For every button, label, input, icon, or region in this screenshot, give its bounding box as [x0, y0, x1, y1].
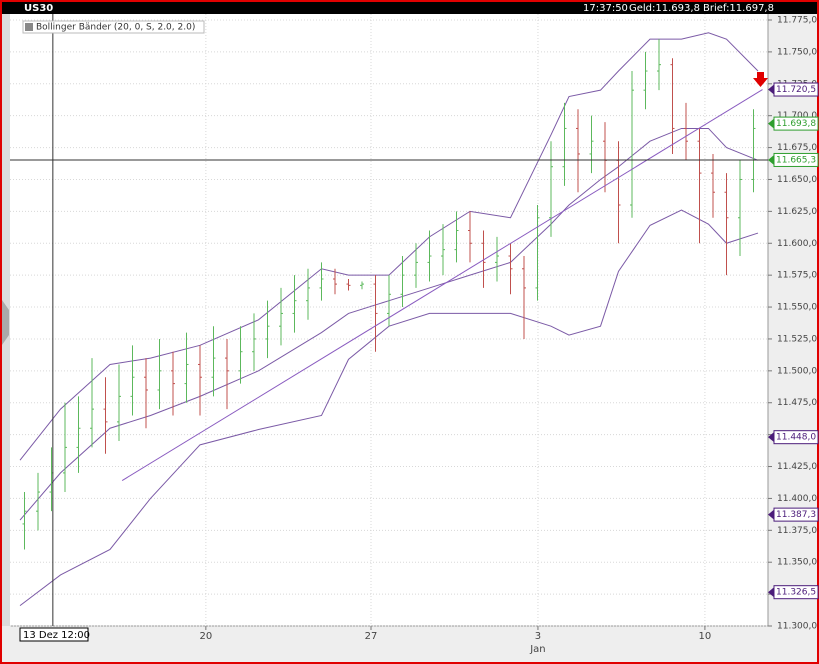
crosshair-label: 13 Dez 12:00: [23, 630, 90, 641]
price-marker-label: 11.693,8: [776, 119, 816, 129]
y-tick-label: 11.400,0: [777, 494, 817, 504]
price-marker-box: [773, 116, 819, 131]
y-tick-label: 11.425,0: [777, 462, 817, 472]
y-tick-label: 11.750,0: [777, 47, 817, 57]
side-handle[interactable]: [2, 300, 9, 345]
price-marker-arrow: [768, 84, 774, 95]
x-period-label: Jan: [529, 644, 545, 655]
bid: Geld:11.693,8: [629, 3, 700, 14]
alert-arrow[interactable]: [753, 72, 768, 87]
y-tick-label: 11.475,0: [777, 398, 817, 408]
y-tick-label: 11.775,0: [777, 16, 817, 26]
price-marker-box: [773, 152, 819, 167]
bollinger-lower: [19, 209, 759, 606]
price-marker-box: [773, 430, 819, 445]
x-tick-label: 3: [535, 631, 541, 642]
indicator-box[interactable]: [22, 20, 205, 34]
y-tick-label: 11.700,0: [777, 111, 817, 121]
price-marker-label: 11.720,5: [776, 85, 816, 95]
y-tick-label: 11.500,0: [777, 366, 817, 376]
price-marker-label: 11.387,3: [776, 510, 816, 520]
price-marker-arrow: [768, 509, 774, 520]
price-marker-label: 11.448,0: [776, 433, 816, 443]
price-marker-box: [773, 585, 819, 600]
y-tick-label: 11.550,0: [777, 303, 817, 313]
price-marker-arrow: [768, 154, 774, 165]
indicator-icon[interactable]: [25, 23, 33, 31]
y-tick-label: 11.650,0: [777, 175, 817, 185]
x-tick-label: 20: [199, 631, 212, 642]
price-marker-arrow: [768, 118, 774, 129]
clock: 17:37:50: [583, 3, 628, 14]
indicator-label: Bollinger Bänder (20, 0, S, 2.0, 2.0): [36, 23, 195, 33]
symbol: US30: [24, 3, 53, 14]
y-tick-label: 11.575,0: [777, 271, 817, 281]
price-marker-box: [773, 507, 819, 522]
price-marker-arrow: [768, 587, 774, 598]
y-tick-label: 11.675,0: [777, 143, 817, 153]
bollinger-middle: [19, 127, 759, 521]
x-axis-panel: [0, 626, 819, 664]
crosshair-label-box: [19, 627, 89, 642]
x-tick-label: 10: [699, 631, 712, 642]
x-tick-label: 27: [365, 631, 378, 642]
title-bar: [0, 0, 819, 14]
y-tick-label: 11.350,0: [777, 558, 817, 568]
ask: Brief:11.697,8: [703, 3, 774, 14]
price-marker-arrow: [768, 432, 774, 443]
price-marker-label: 11.326,5: [776, 588, 816, 598]
y-tick-label: 11.375,0: [777, 526, 817, 536]
price-marker-label: 11.665,3: [776, 155, 816, 165]
price-marker-box: [773, 82, 819, 97]
y-tick-label: 11.300,0: [777, 622, 817, 632]
y-tick-label: 11.600,0: [777, 239, 817, 249]
y-tick-label: 11.625,0: [777, 207, 817, 217]
y-tick-label: 11.525,0: [777, 334, 817, 344]
trend-line: [121, 89, 763, 481]
